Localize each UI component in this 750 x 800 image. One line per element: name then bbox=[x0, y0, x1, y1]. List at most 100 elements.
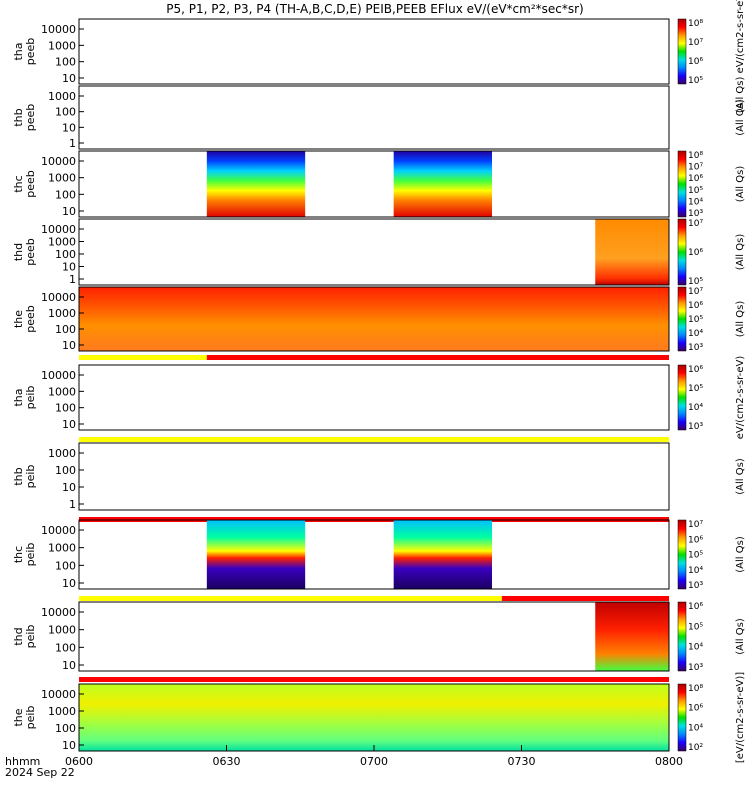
panel-frame bbox=[78, 601, 670, 672]
y-tick-label: 100 bbox=[55, 402, 76, 415]
panel-label: thc bbox=[12, 175, 25, 192]
colorbar-tick-label: 10⁶ bbox=[688, 57, 703, 67]
y-tick-label: 10 bbox=[62, 659, 76, 672]
y-tick-label: 1 bbox=[69, 273, 76, 286]
y-tick-label: 100 bbox=[55, 248, 76, 261]
y-tick-label: 10 bbox=[62, 339, 76, 352]
y-tick-label: 100 bbox=[55, 106, 76, 119]
date-label: 2024 Sep 22 bbox=[5, 766, 75, 779]
panel-frame bbox=[78, 18, 670, 85]
y-tick-label: 10000 bbox=[41, 223, 76, 236]
panel-frame bbox=[78, 519, 670, 590]
colorbar-label: (All Qs) bbox=[735, 234, 746, 271]
y-tick-label: 1000 bbox=[48, 385, 76, 398]
panel-label: thb bbox=[12, 108, 25, 126]
spectrogram-data bbox=[79, 287, 669, 351]
colorbar-tick-label: 10⁴ bbox=[688, 566, 703, 576]
panel-frame bbox=[78, 150, 670, 218]
colorbar-tick-label: 10⁷ bbox=[688, 219, 703, 229]
panel-label: peib bbox=[24, 625, 37, 649]
colorbar-tick-label: 10⁶ bbox=[688, 248, 703, 258]
panel-label: thb bbox=[12, 467, 25, 485]
colorbar-tick-label: 10⁷ bbox=[688, 38, 703, 48]
colorbar bbox=[677, 601, 687, 672]
colorbar bbox=[677, 286, 687, 352]
colorbar-tick-label: 10⁵ bbox=[688, 551, 703, 561]
colorbar-tick-label: 10⁷ bbox=[688, 163, 703, 173]
colorbar-tick-label: 10³ bbox=[688, 343, 703, 353]
colorbar-tick-label: 10³ bbox=[688, 422, 703, 432]
colorbar-tick-label: 10⁷ bbox=[688, 287, 703, 297]
panel-thb-peib: 1 10 100 1000 thb peib (All Qs) bbox=[12, 442, 746, 522]
panel-label: peib bbox=[24, 543, 37, 567]
spectrogram-data bbox=[206, 520, 306, 589]
panel-thd-peib: 10 100 1000 10000 thd peib 10³ 10⁴ 10⁵ 10⁶ (All Qs… bbox=[12, 601, 746, 682]
y-tick-label: 100 bbox=[55, 323, 76, 336]
colorbar bbox=[677, 150, 687, 218]
y-tick-label: 10000 bbox=[41, 291, 76, 304]
y-tick-label: 10 bbox=[62, 261, 76, 274]
panel-label: peeb bbox=[24, 170, 37, 198]
colorbar-label: (All Qs) bbox=[735, 166, 746, 203]
panel-label: peib bbox=[24, 386, 37, 410]
colorbar-tick-label: 10³ bbox=[688, 663, 703, 673]
panel-frame bbox=[78, 286, 670, 352]
panel-label: peib bbox=[24, 465, 37, 489]
y-tick-label: 1 bbox=[69, 498, 76, 511]
y-tick-label: 1000 bbox=[48, 447, 76, 460]
colorbar-tick-label: 10⁴ bbox=[688, 723, 703, 733]
y-tick-label: 10000 bbox=[41, 369, 76, 382]
panel-label: peeb bbox=[24, 104, 37, 132]
x-tick-label: 0700 bbox=[360, 755, 388, 768]
x-tick-label: 0630 bbox=[213, 755, 241, 768]
y-tick-label: 1000 bbox=[48, 624, 76, 637]
colorbar-tick-label: 10⁵ bbox=[688, 277, 703, 287]
spectrogram-data bbox=[79, 684, 669, 751]
y-tick-label: 100 bbox=[55, 56, 76, 69]
x-tick-label: 0730 bbox=[508, 755, 536, 768]
y-tick-label: 1000 bbox=[48, 542, 76, 555]
y-tick-label: 100 bbox=[55, 188, 76, 201]
spectrogram-data bbox=[206, 151, 306, 217]
y-tick-label: 10000 bbox=[41, 606, 76, 619]
colorbar-tick-label: 10³ bbox=[688, 209, 703, 219]
y-tick-label: 10 bbox=[62, 481, 76, 494]
colorbar-tick-label: 10⁶ bbox=[688, 301, 703, 311]
x-tick-label: 0600 bbox=[65, 755, 93, 768]
y-tick-label: 10 bbox=[62, 577, 76, 590]
spectrogram-data bbox=[393, 151, 492, 217]
quality-flag-bar bbox=[206, 355, 670, 360]
colorbar-tick-label: 10⁵ bbox=[688, 186, 703, 196]
panel-label: thc bbox=[12, 546, 25, 563]
y-tick-label: 1000 bbox=[48, 172, 76, 185]
panel-frame bbox=[78, 218, 670, 286]
panel-tha-peeb: 10 100 1000 10000 tha peeb 10⁵ 10⁶ 10⁷ 10⁸ (All Qs… bbox=[12, 0, 746, 113]
panel-the-peeb: 10 100 1000 10000 the peeb 10³ 10⁴ 10⁵ 10⁶ 10⁷ (All… bbox=[12, 286, 746, 360]
quality-flag-bar bbox=[501, 596, 669, 601]
colorbar-label: [eV/(cm2-s-sr-eV)] bbox=[735, 672, 746, 763]
y-tick-label: 1 bbox=[69, 137, 76, 150]
colorbar-tick-label: 10⁵ bbox=[688, 315, 703, 325]
y-tick-label: 10 bbox=[62, 72, 76, 85]
panel-label: thd bbox=[12, 243, 25, 261]
panel-label: the bbox=[12, 708, 25, 726]
colorbar-tick-label: 10⁸ bbox=[688, 19, 703, 29]
quality-flag-bar bbox=[79, 355, 207, 360]
panel-label: the bbox=[12, 310, 25, 328]
colorbar-tick-label: 10⁵ bbox=[688, 622, 703, 632]
y-tick-label: 1000 bbox=[48, 307, 76, 320]
panel-thb-peeb: 1 10 100 1000 thb peeb (All Qs) bbox=[12, 85, 746, 150]
colorbar-tick-label: 10⁵ bbox=[688, 384, 703, 394]
quality-flag-bar bbox=[79, 437, 669, 442]
colorbar-tick-label: 10⁶ bbox=[688, 535, 703, 545]
y-tick-label: 1000 bbox=[48, 705, 76, 718]
colorbar-tick-label: 10⁸ bbox=[688, 684, 703, 694]
x-tick-label: 0800 bbox=[655, 755, 683, 768]
panel-frame bbox=[78, 442, 670, 511]
panel-frame bbox=[78, 364, 670, 431]
y-tick-label: 10000 bbox=[41, 155, 76, 168]
